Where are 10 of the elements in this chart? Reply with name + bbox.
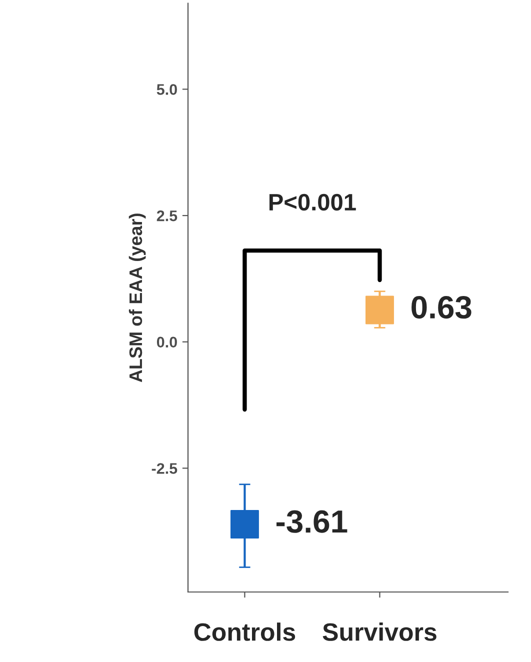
x-tick-label: Survivors [322,622,436,641]
y-tick-label: 0.0 [156,336,177,348]
data-label: 0.63 [412,296,472,319]
y-tick-label: 2.5 [156,210,178,222]
y-tick-label: -2.5 [152,463,178,474]
annotation: P<0.001 [269,194,356,211]
y-tick-label: 5.0 [156,84,177,95]
data-label: -3.61 [276,510,348,533]
x-tick-label: Controls [194,622,296,641]
y-axis-title: ALSM of EAA (year) [128,214,146,382]
